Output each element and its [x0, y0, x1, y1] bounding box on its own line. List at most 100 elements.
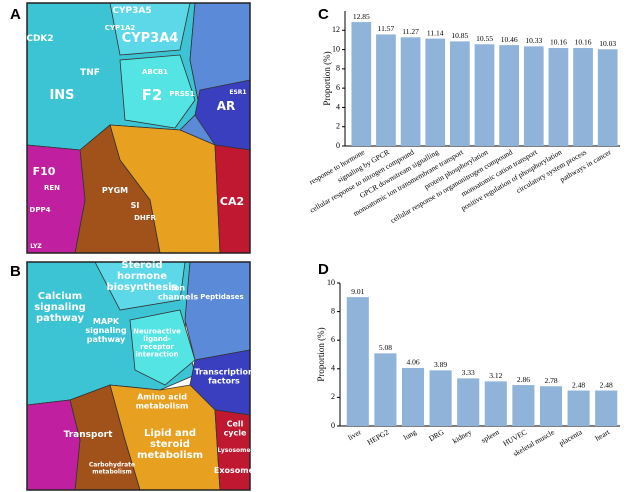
- value-label: 2.48: [600, 380, 613, 389]
- value-label: 2.48: [572, 380, 585, 389]
- bar: [573, 48, 593, 146]
- x-tick-label: liver: [346, 427, 363, 442]
- y-tick-label: 6: [336, 83, 340, 92]
- value-label: 10.55: [476, 34, 493, 43]
- y-axis-label: Proportion (%): [316, 327, 326, 381]
- label-line: CDK2: [26, 34, 53, 44]
- region-label: SI: [131, 201, 140, 210]
- region-label: ABCB1: [142, 68, 168, 76]
- label-line: TNF: [80, 68, 100, 78]
- region-label: F10: [33, 165, 56, 178]
- label-line: F10: [33, 165, 56, 178]
- bar: [429, 370, 452, 426]
- x-tick-label: DRG: [427, 427, 446, 443]
- x-tick-label: spleen: [480, 427, 501, 444]
- region-label: CYP3A4: [122, 31, 179, 46]
- label-line: interaction: [135, 351, 178, 359]
- value-label: 2.78: [544, 376, 557, 385]
- region-label: Peptidases: [200, 293, 243, 301]
- voronoi-region: [26, 144, 86, 254]
- y-tick-label: 6: [331, 335, 335, 344]
- region-label: INS: [49, 88, 74, 103]
- bar: [457, 378, 480, 426]
- label-line: Amino acid: [137, 392, 187, 401]
- x-tick-label: placenta: [557, 427, 584, 448]
- bar: [499, 45, 519, 147]
- region-label: PYGM: [102, 186, 128, 195]
- label-line: INS: [49, 88, 74, 103]
- region-label: AR: [217, 99, 236, 113]
- label-line: Cell: [227, 419, 244, 428]
- y-tick-label: 10: [327, 278, 335, 287]
- y-axis-label: Proportion (%): [322, 51, 332, 105]
- label-line: metabolism: [137, 450, 203, 461]
- label-line: Ion: [171, 283, 185, 292]
- region-label: CYP1A2: [105, 24, 136, 32]
- label-line: channels: [158, 292, 198, 301]
- panel-letter: C: [318, 6, 329, 23]
- bar: [567, 390, 590, 426]
- bar: [401, 367, 425, 426]
- region-label: Exosome: [214, 466, 255, 475]
- label-line: Steroid: [121, 260, 162, 271]
- region-label: ESR1: [229, 89, 246, 96]
- bar: [484, 381, 507, 426]
- label-line: CYP3A5: [112, 6, 151, 16]
- value-label: 12.85: [353, 12, 370, 21]
- region-label: TNF: [80, 68, 100, 78]
- voronoi-treemap: CYP3A5 CYP3A4 CDK2 CYP1A2 TNF ABCB1 F2 PRSS1 INS…: [26, 2, 251, 254]
- label-line: signaling: [34, 302, 86, 313]
- label-line: PRSS1: [169, 90, 194, 98]
- voronoi-region: [129, 309, 196, 386]
- label-line: F2: [142, 86, 163, 104]
- bar: [400, 37, 421, 147]
- label-line: DHFR: [134, 214, 156, 222]
- label-line: Neuroactive: [133, 327, 181, 335]
- value-label: 11.14: [427, 28, 444, 37]
- y-tick-label: 4: [331, 364, 335, 373]
- y-tick-label: 12: [332, 25, 340, 34]
- value-label: 3.89: [434, 360, 447, 369]
- region-label: LYZ: [30, 243, 42, 250]
- region-label: Cell cycle: [224, 419, 247, 437]
- bar: [512, 385, 535, 426]
- x-tick-label: lung: [402, 427, 418, 442]
- x-tick-label: heart: [594, 427, 612, 443]
- bar: [450, 41, 470, 146]
- voronoi-frame: [26, 261, 251, 491]
- voronoi-region: [26, 399, 81, 491]
- bar: [539, 386, 563, 426]
- region-label: CYP3A5: [112, 6, 151, 16]
- bar: [597, 49, 618, 146]
- y-tick-label: 0: [336, 141, 340, 150]
- value-label: 4.06: [406, 358, 419, 367]
- value-label: 10.03: [599, 39, 616, 48]
- voronoi-frame: [26, 2, 251, 254]
- region-label: Carbohydrate metabolism: [89, 461, 135, 475]
- bar: [523, 46, 544, 147]
- panel-letter: B: [10, 263, 21, 280]
- voronoi-region: [184, 261, 251, 361]
- label-line: Peptidases: [200, 293, 243, 301]
- bar: [548, 48, 569, 146]
- value-label: 10.85: [451, 31, 468, 40]
- label-line: hormone: [117, 271, 167, 282]
- region-label: Amino acid metabolism: [136, 392, 189, 410]
- label-line: Transport: [64, 430, 113, 440]
- label-line: Transcription: [194, 367, 254, 376]
- region-label: Transport: [64, 430, 113, 440]
- bar: [595, 390, 618, 426]
- region-label: MAPK signaling pathway: [85, 317, 127, 344]
- y-tick-label: 8: [336, 64, 340, 73]
- value-label: 10.16: [550, 38, 567, 47]
- label-line: factors: [208, 376, 240, 385]
- label-line: Lipid and: [144, 428, 196, 439]
- value-label: 10.16: [575, 38, 592, 47]
- label-line: CYP3A4: [122, 31, 179, 46]
- label-line: Carbohydrate: [89, 461, 135, 468]
- label-line: ABCB1: [142, 68, 168, 76]
- region-label: REN: [44, 184, 60, 192]
- value-label: 11.27: [402, 27, 419, 36]
- region-label: CDK2: [26, 34, 53, 44]
